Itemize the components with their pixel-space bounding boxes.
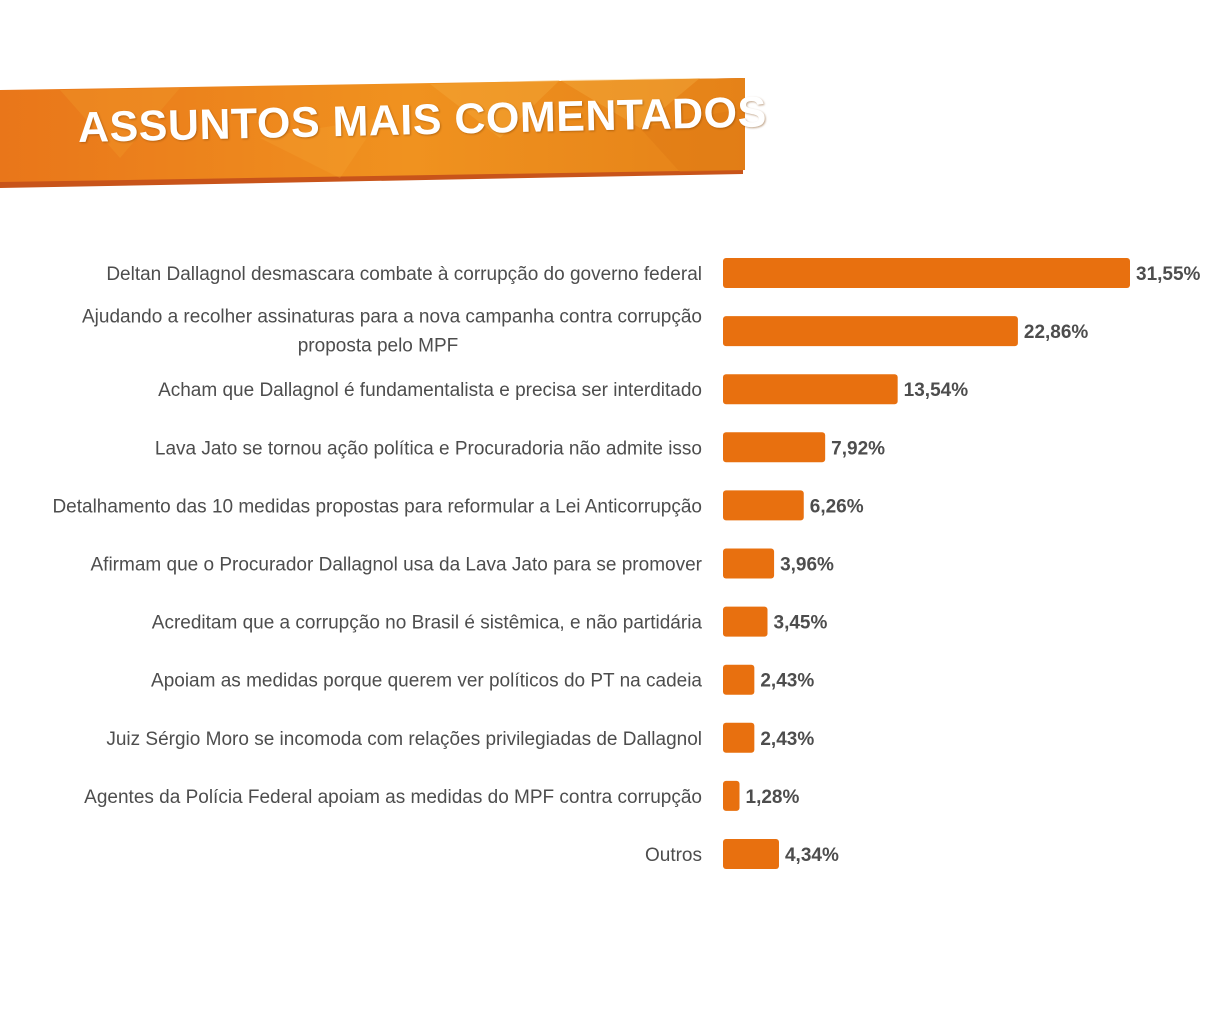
category-label-7: Acreditam que a corrupção no Brasil é si… <box>152 613 703 634</box>
bar-6 <box>723 548 775 579</box>
bar-3 <box>723 374 898 405</box>
value-label-1: 31,55% <box>1136 264 1201 285</box>
value-label-5: 6,26% <box>810 496 864 517</box>
bar-4 <box>723 432 826 463</box>
category-label-1: Deltan Dallagnol desmascara combate à co… <box>106 264 702 285</box>
category-label-5: Detalhamento das 10 medidas propostas pa… <box>52 496 702 517</box>
value-label-4: 7,92% <box>831 438 885 459</box>
bar-7 <box>723 606 768 637</box>
title-banner <box>0 78 745 196</box>
value-label-7: 3,45% <box>774 613 828 634</box>
bar-5 <box>723 490 804 521</box>
value-label-9: 2,43% <box>760 729 814 750</box>
category-label-8: Apoiam as medidas porque querem ver polí… <box>151 671 702 692</box>
category-label-6: Afirmam que o Procurador Dallagnol usa d… <box>91 555 703 576</box>
value-label-2: 22,86% <box>1024 322 1089 343</box>
bar-9 <box>723 722 755 753</box>
bar-2 <box>723 316 1018 347</box>
bar-11 <box>723 839 779 869</box>
value-label-3: 13,54% <box>904 380 969 401</box>
value-label-11: 4,34% <box>785 845 839 866</box>
category-label-2: Ajudando a recolher assinaturas para a n… <box>82 307 702 357</box>
category-label-3: Acham que Dallagnol é fundamentalista e … <box>158 380 702 401</box>
category-label-11: Outros <box>645 845 702 866</box>
value-label-10: 1,28% <box>746 787 800 808</box>
category-label-9: Juiz Sérgio Moro se incomoda com relaçõe… <box>106 729 702 750</box>
value-label-6: 3,96% <box>780 555 834 576</box>
banner-background <box>0 78 745 188</box>
category-label-10: Agentes da Polícia Federal apoiam as med… <box>84 787 702 808</box>
value-label-8: 2,43% <box>760 671 814 692</box>
category-label-4: Lava Jato se tornou ação política e Proc… <box>155 438 702 459</box>
bar-8 <box>723 664 755 695</box>
bar-10 <box>723 780 740 811</box>
bar-1 <box>723 258 1130 288</box>
